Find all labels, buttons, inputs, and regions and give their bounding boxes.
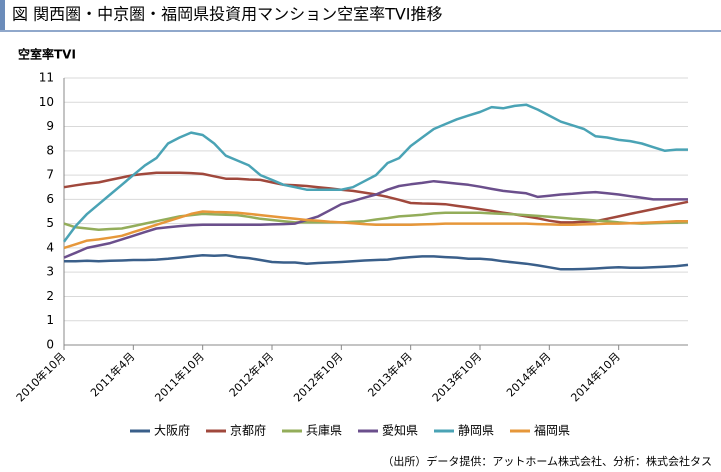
- x-tick-label: 2011年10月: [152, 349, 207, 404]
- y-axis-label: 空室率TVI: [18, 47, 76, 62]
- series-line: [63, 179, 688, 259]
- y-tick-label: 3: [46, 265, 54, 279]
- y-tick-label: 8: [46, 143, 54, 157]
- legend-label: 福岡県: [534, 423, 570, 438]
- legend-label: 愛知県: [382, 424, 418, 438]
- y-tick-label: 4: [46, 240, 54, 254]
- y-tick-label: 0: [46, 338, 54, 352]
- title-marker: [0, 0, 5, 30]
- y-tick-label: 6: [46, 192, 54, 206]
- y-tick-label: 7: [46, 168, 54, 182]
- y-tick-label: 9: [46, 119, 54, 133]
- x-tick-label: 2010年10月: [13, 349, 68, 404]
- y-tick-label: 10: [39, 95, 54, 109]
- legend-label: 兵庫県: [306, 424, 342, 438]
- series-line: [63, 210, 688, 250]
- legend-label: 静岡県: [458, 424, 494, 438]
- x-tick-label: 2013年4月: [365, 349, 415, 399]
- y-tick-label: 2: [46, 289, 54, 303]
- y-tick-label: 1: [46, 313, 54, 327]
- x-tick-label: 2012年4月: [226, 349, 276, 399]
- series-line: [64, 253, 689, 271]
- series-line: [63, 171, 689, 224]
- x-tick-label: 2012年10月: [290, 349, 345, 404]
- series-line: [63, 211, 689, 231]
- x-tick-label: 2011年4月: [87, 349, 137, 399]
- chart-title: 図 関西圏・中京圏・福岡県投資用マンション空室率TVI推移: [12, 5, 443, 24]
- series-line: [62, 103, 688, 243]
- legend-label: 京都府: [230, 423, 266, 438]
- legend-label: 大阪府: [154, 423, 190, 438]
- y-tick-label: 11: [39, 71, 54, 85]
- x-tick-label: 2014年10月: [568, 349, 623, 404]
- x-tick-label: 2013年10月: [429, 349, 484, 404]
- x-tick-label: 2014年4月: [503, 349, 553, 399]
- source-note: （出所）データ提供：アットホーム株式会社、分析：株式会社タス: [382, 454, 712, 468]
- y-tick-label: 5: [46, 216, 54, 230]
